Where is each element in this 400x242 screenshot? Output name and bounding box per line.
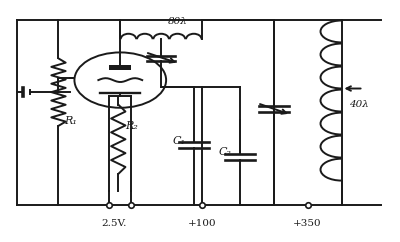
Text: +350: +350 — [293, 219, 322, 228]
Text: R₂: R₂ — [125, 121, 138, 131]
Text: 40λ: 40λ — [350, 100, 369, 109]
Text: C₁: C₁ — [173, 136, 186, 146]
Text: R₁: R₁ — [64, 116, 77, 126]
Text: C₂: C₂ — [218, 147, 231, 157]
Text: 2.5V.: 2.5V. — [102, 219, 127, 228]
Text: 80λ: 80λ — [168, 17, 188, 26]
FancyBboxPatch shape — [109, 65, 131, 70]
Text: +100: +100 — [188, 219, 216, 228]
